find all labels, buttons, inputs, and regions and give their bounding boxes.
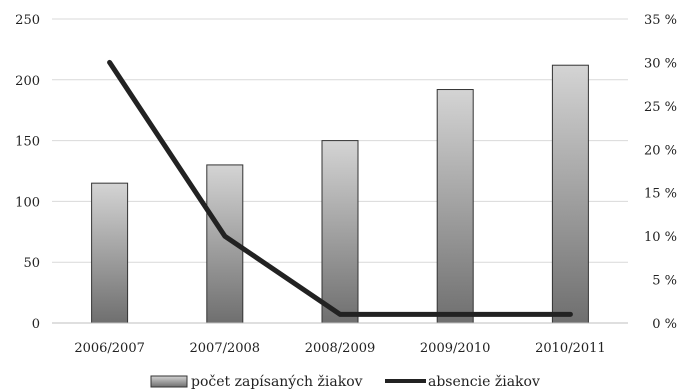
left-tick-label: 0 — [32, 317, 40, 332]
x-tick-label: 2009/2010 — [420, 341, 491, 356]
left-tick-label: 100 — [15, 195, 40, 210]
left-y-axis: 0 50 100 150 200 250 — [15, 13, 40, 332]
left-tick-label: 150 — [15, 135, 40, 150]
legend-swatch-bar — [150, 375, 188, 388]
legend-label-line: absencie žiakov — [428, 374, 540, 390]
left-tick-label: 250 — [15, 13, 40, 28]
right-tick-label: 30 % — [644, 56, 677, 71]
line-point-2008/2009 — [338, 312, 342, 316]
line-point-2009/2010 — [453, 312, 457, 316]
line-point-2010/2011 — [568, 312, 572, 316]
bar-2010/2011 — [551, 64, 589, 324]
right-y-axis: 0 % 5 % 10 % 15 % 20 % 25 % 30 % 35 % — [644, 13, 677, 332]
legend: počet zapísaných žiakov absencie žiakov — [150, 373, 540, 390]
right-tick-label: 5 % — [652, 274, 677, 289]
right-tick-label: 0 % — [652, 317, 677, 332]
left-tick-label: 50 — [23, 256, 40, 271]
line-point-2007/2008 — [223, 234, 227, 238]
right-tick-label: 25 % — [644, 100, 677, 115]
x-tick-label: 2008/2009 — [305, 341, 376, 356]
bar-2006/2007 — [91, 182, 129, 324]
left-tick-label: 200 — [15, 74, 40, 89]
x-tick-label: 2010/2011 — [535, 341, 606, 356]
right-tick-label: 10 % — [644, 230, 677, 245]
bar-2009/2010 — [436, 89, 474, 324]
right-tick-label: 35 % — [644, 13, 677, 28]
x-tick-label: 2007/2008 — [190, 341, 261, 356]
right-tick-label: 15 % — [644, 187, 677, 202]
x-axis: 2006/2007 2007/2008 2008/2009 2009/2010 2010… — [52, 322, 628, 356]
x-tick-label: 2006/2007 — [74, 341, 145, 356]
right-tick-label: 20 % — [644, 143, 677, 158]
bar-2008/2009 — [321, 140, 359, 324]
legend-label-bar: počet zapísaných žiakov — [191, 373, 363, 390]
line-point-2006/2007 — [108, 60, 112, 64]
bar-series — [91, 64, 589, 324]
line-series — [107, 59, 573, 317]
